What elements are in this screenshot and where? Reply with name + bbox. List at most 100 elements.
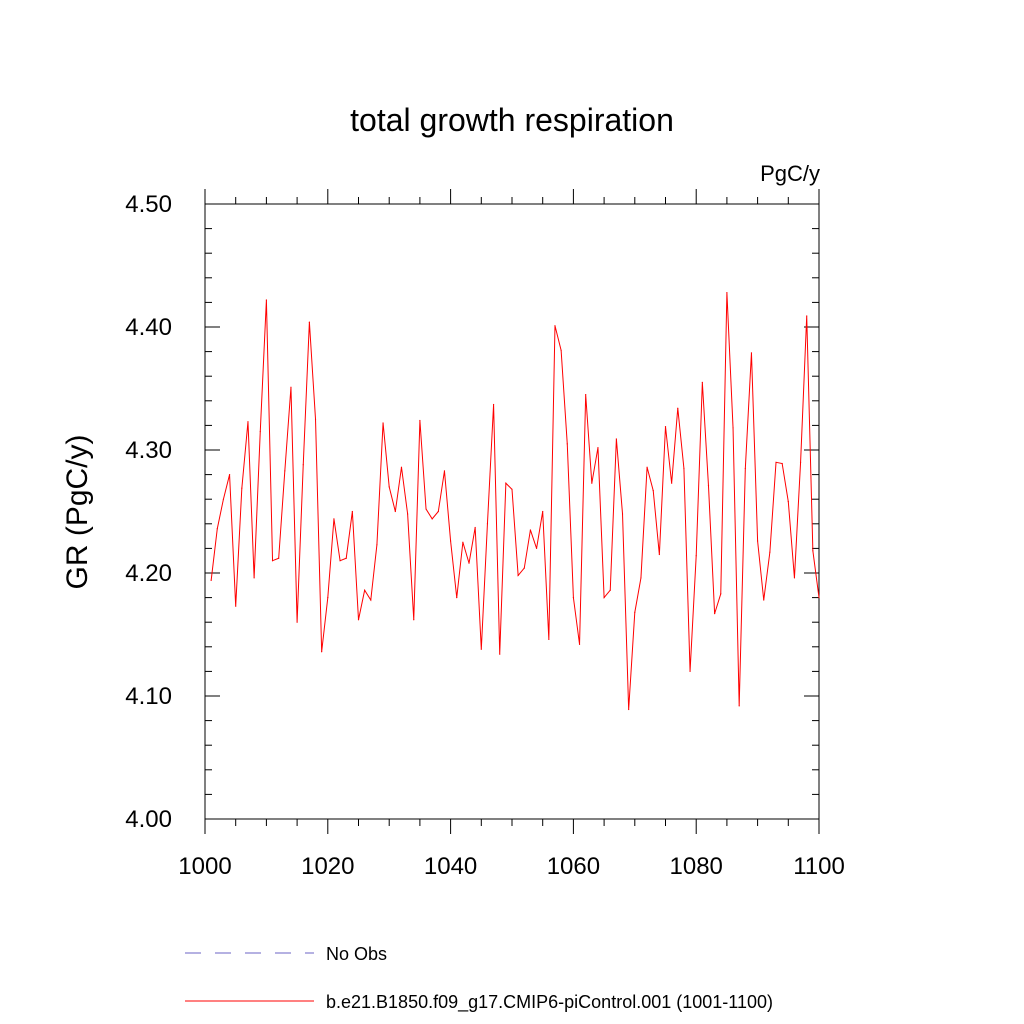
data-point <box>750 352 753 354</box>
data-point <box>210 579 212 581</box>
data-point <box>799 461 802 463</box>
data-point <box>357 619 360 621</box>
data-point <box>763 599 765 601</box>
data-point <box>400 466 403 468</box>
x-tick-label: 1060 <box>547 853 600 880</box>
data-point <box>757 540 759 542</box>
data-point <box>376 544 378 546</box>
data-point <box>671 482 673 484</box>
data-point <box>247 421 249 423</box>
x-tick-label: 1100 <box>793 853 845 880</box>
data-point <box>787 501 789 503</box>
y-tick-label: 4.20 <box>125 560 172 587</box>
y-tick-label: 4.50 <box>125 191 172 218</box>
data-point <box>634 611 636 613</box>
data-point <box>707 485 710 487</box>
data-point <box>468 562 470 564</box>
data-point <box>265 299 267 301</box>
data-point <box>413 619 415 621</box>
data-point <box>499 653 501 655</box>
data-point <box>701 381 703 383</box>
data-point <box>394 510 396 513</box>
data-point <box>511 488 513 490</box>
units-label: PgC/y <box>760 161 820 186</box>
data-point <box>345 557 347 559</box>
axis-ticks <box>204 189 820 834</box>
data-point <box>388 486 390 488</box>
data-point <box>535 547 538 550</box>
data-point <box>566 443 568 445</box>
series-line-piControl <box>210 292 820 710</box>
x-tick-label: 1000 <box>178 853 231 880</box>
x-tick-label: 1080 <box>670 853 723 880</box>
data-point <box>664 426 667 428</box>
data-point <box>578 643 581 645</box>
data-point <box>443 470 446 472</box>
y-tick-label: 4.40 <box>125 314 172 341</box>
data-point <box>216 528 218 530</box>
data-point <box>793 577 796 579</box>
data-point <box>235 605 237 607</box>
data-point <box>480 648 482 650</box>
data-point <box>419 419 421 422</box>
data-point <box>597 446 599 449</box>
data-point <box>456 597 458 599</box>
data-point <box>806 315 808 317</box>
data-point <box>548 638 550 641</box>
data-point <box>542 510 544 513</box>
data-point <box>695 555 697 557</box>
data-point <box>253 577 255 579</box>
data-point <box>308 321 310 323</box>
axis-tick-labels: 1000 1020 1040 1060 1080 1100 4.00 4.10 4.20 4.30… <box>125 191 845 880</box>
data-point <box>382 422 384 424</box>
data-point <box>560 349 562 351</box>
data-point <box>591 482 593 484</box>
data-point <box>554 325 556 327</box>
data-point <box>333 518 335 520</box>
data-point <box>370 599 372 601</box>
data-point <box>431 518 433 520</box>
data-point <box>726 291 728 294</box>
data-point <box>677 407 679 409</box>
data-point <box>812 550 814 552</box>
legend-label-no-obs: No Obs <box>326 944 387 964</box>
data-point <box>529 529 532 531</box>
data-point <box>640 577 642 579</box>
data-point <box>271 560 274 562</box>
data-point <box>321 651 323 653</box>
data-point <box>259 430 261 433</box>
data-point <box>462 541 464 543</box>
data-point <box>222 498 225 500</box>
data-point <box>314 418 317 420</box>
data-point <box>738 705 740 707</box>
data-point <box>474 526 476 529</box>
data-point <box>781 462 783 465</box>
y-axis-label: GR (PgC/y) <box>61 434 94 589</box>
data-point <box>744 467 746 470</box>
data-point <box>492 403 495 406</box>
data-point <box>628 708 630 711</box>
data-point <box>585 394 587 396</box>
data-point <box>425 508 427 510</box>
series-points <box>210 291 820 711</box>
data-point <box>621 513 624 515</box>
data-point <box>615 438 617 440</box>
data-point <box>486 523 489 525</box>
data-point <box>351 510 353 513</box>
data-point <box>241 487 243 489</box>
data-point <box>517 574 519 577</box>
data-point <box>658 553 660 556</box>
data-point <box>769 551 771 553</box>
data-point <box>683 467 685 470</box>
y-tick-label: 4.00 <box>125 806 172 833</box>
data-point <box>327 597 329 599</box>
data-point <box>505 482 507 484</box>
data-point <box>818 597 820 599</box>
data-point <box>714 612 716 615</box>
x-tick-label: 1040 <box>424 853 477 880</box>
data-point <box>450 540 452 542</box>
data-point <box>437 510 439 513</box>
x-tick-label: 1020 <box>301 853 354 880</box>
data-point <box>720 593 722 595</box>
